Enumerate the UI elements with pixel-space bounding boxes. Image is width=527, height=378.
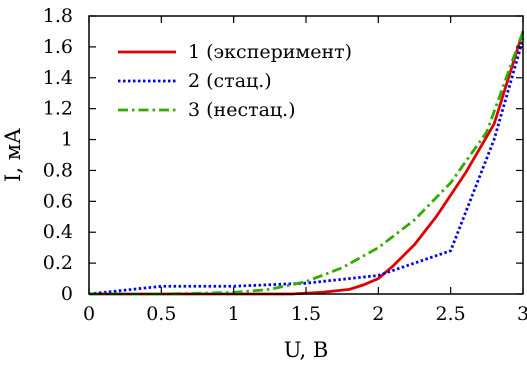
y-tick-label: 1 <box>61 129 73 151</box>
plot-marks <box>88 30 525 296</box>
y-tick-label: 1.6 <box>43 36 73 58</box>
y-tick-label: 0.4 <box>43 221 73 243</box>
x-tick-label: 2 <box>372 303 384 325</box>
legend: 1 (эксперимент) 2 (стац.) 3 (нестац.) <box>118 41 352 121</box>
x-axis-label: U, В <box>284 338 329 362</box>
x-tick-label: 1 <box>228 303 240 325</box>
tick-marks <box>88 15 524 295</box>
legend-label: 1 (эксперимент) <box>188 41 352 63</box>
y-tick-label: 0.8 <box>43 159 73 181</box>
y-tick-label: 1.2 <box>43 98 73 120</box>
y-tick-label: 1.8 <box>43 5 73 27</box>
series-line <box>89 31 525 296</box>
y-tick-label: 0 <box>61 283 73 305</box>
x-tick-label: 3 <box>517 303 527 325</box>
y-tick-label: 0.2 <box>43 252 73 274</box>
series-line <box>88 38 525 296</box>
x-tick-label: 0 <box>83 303 95 325</box>
y-tick-label: 0.6 <box>43 190 73 212</box>
x-tick-label: 0.5 <box>146 303 176 325</box>
legend-label: 3 (нестац.) <box>188 99 296 121</box>
x-tick-label: 2.5 <box>436 303 466 325</box>
tick-labels: 0 0.5 1 1.5 2 2.5 3 0 0.2 0.4 0.6 0.8 1 1.2 1.4 1.6 1.8 <box>43 5 527 325</box>
y-axis-label: I, мА <box>1 128 25 182</box>
y-tick-label: 1.4 <box>43 67 73 89</box>
legend-label: 2 (стац.) <box>188 70 272 92</box>
series-line <box>89 30 525 296</box>
x-tick-label: 1.5 <box>291 303 321 325</box>
